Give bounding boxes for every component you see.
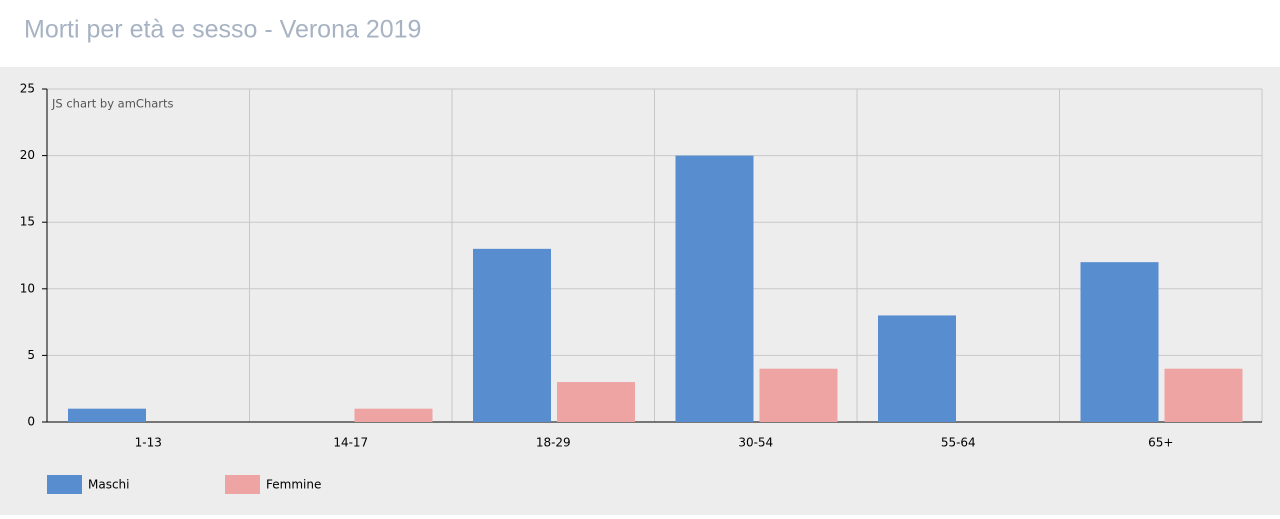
y-tick-label: 0	[27, 415, 35, 429]
bar	[759, 368, 838, 422]
y-tick-label: 25	[20, 82, 35, 96]
y-tick-label: 10	[20, 281, 35, 295]
x-tick-label: 1-13	[135, 436, 162, 450]
bar	[1164, 368, 1243, 422]
legend-label: Femmine	[266, 478, 321, 492]
bar	[354, 408, 433, 422]
bar	[878, 315, 956, 422]
bar	[1080, 262, 1159, 422]
legend-swatch	[225, 475, 260, 494]
x-tick-label: 18-29	[536, 436, 571, 450]
panel	[0, 67, 1280, 515]
x-tick-label: 30-54	[738, 436, 773, 450]
bar	[473, 248, 551, 422]
chart-title: Morti per età e sesso - Verona 2019	[24, 16, 421, 44]
legend-label: Maschi	[88, 478, 130, 492]
header	[0, 0, 1280, 67]
bar	[68, 408, 146, 422]
x-tick-label: 14-17	[333, 436, 368, 450]
y-tick-label: 15	[20, 215, 35, 229]
x-tick-label: 65+	[1148, 436, 1173, 450]
x-tick-label: 55-64	[941, 436, 976, 450]
credit: JS chart by amCharts	[51, 97, 174, 111]
bar	[557, 382, 635, 422]
y-tick-label: 5	[27, 348, 35, 362]
y-tick-label: 20	[20, 148, 35, 162]
legend-swatch	[47, 475, 82, 494]
bar	[675, 155, 754, 422]
